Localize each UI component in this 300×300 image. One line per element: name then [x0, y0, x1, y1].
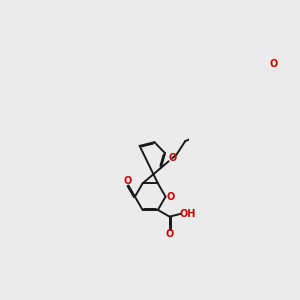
Text: O: O [168, 153, 177, 163]
Text: O: O [124, 176, 132, 186]
Text: O: O [270, 58, 278, 68]
Text: OH: OH [179, 209, 196, 219]
Text: O: O [165, 229, 174, 239]
Text: O: O [167, 192, 175, 202]
